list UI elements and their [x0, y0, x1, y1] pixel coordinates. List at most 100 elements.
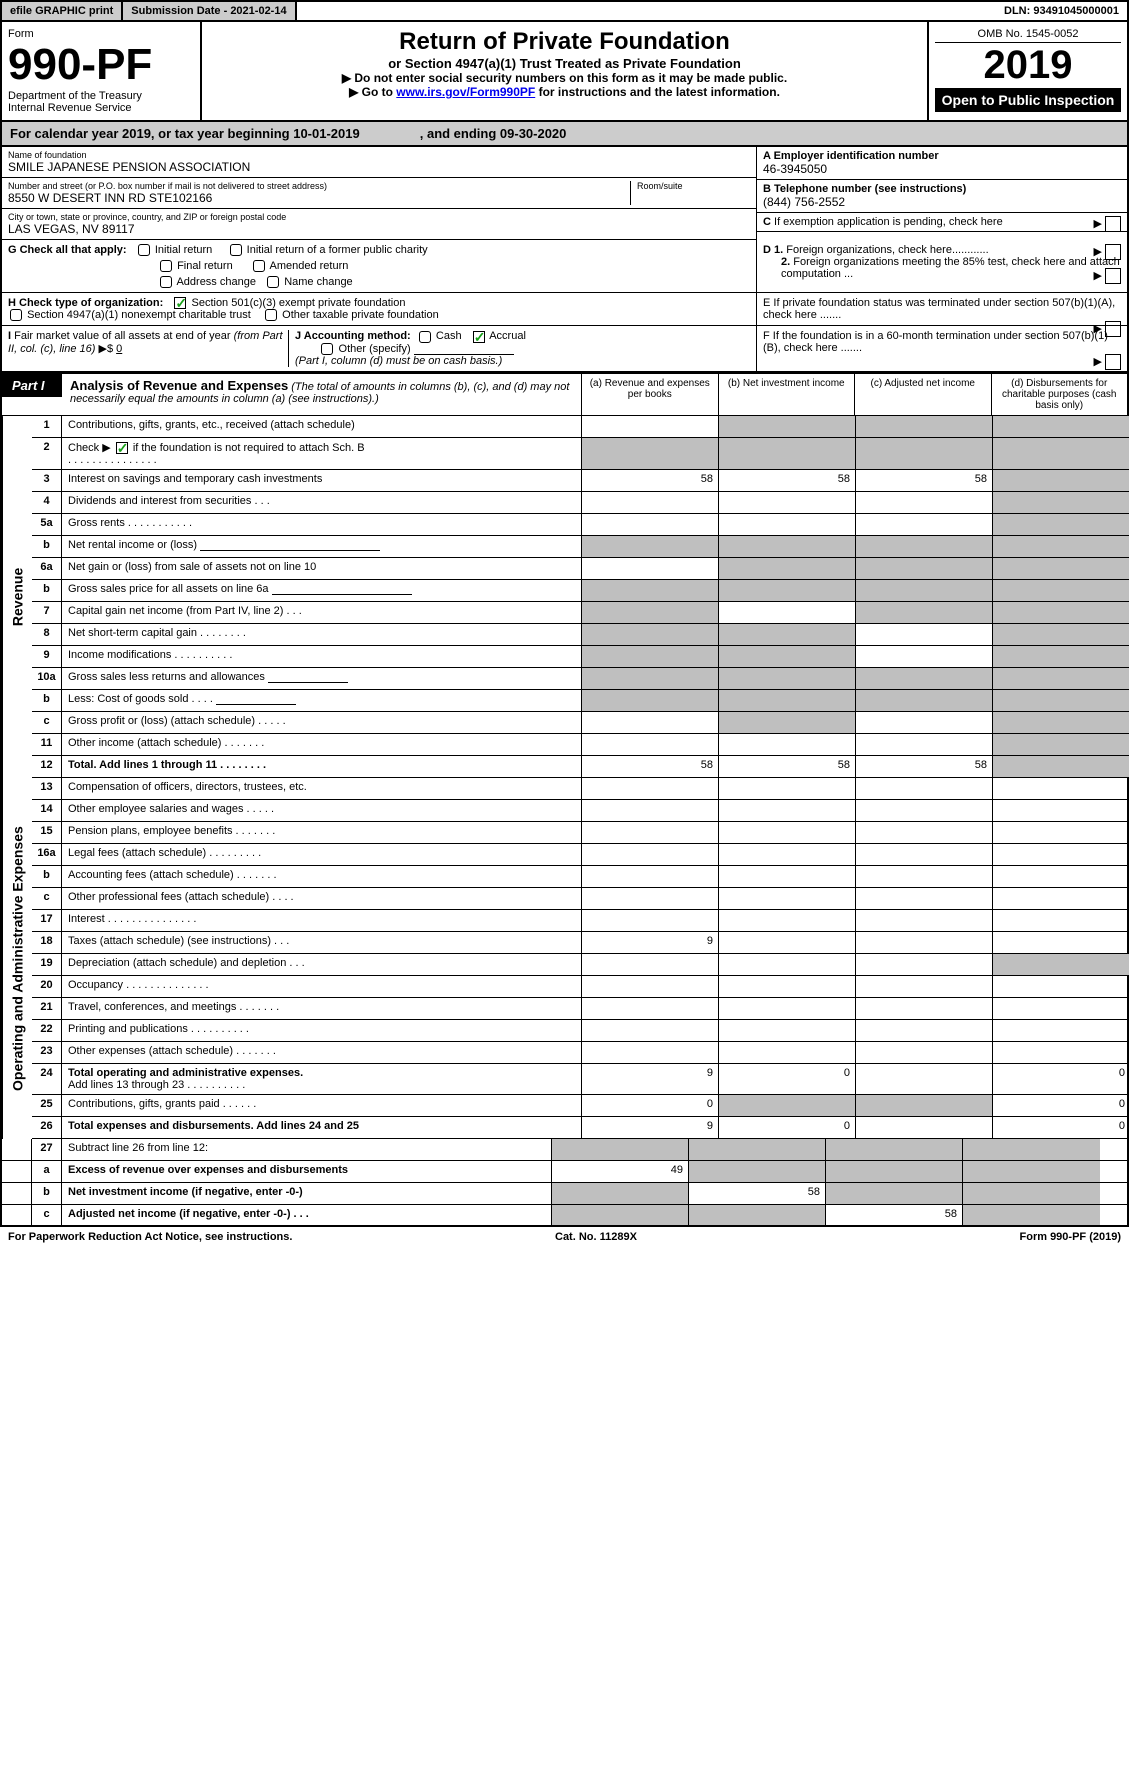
dept-treasury: Department of the Treasury — [8, 90, 194, 102]
row-10b: Less: Cost of goods sold . . . . — [62, 690, 582, 711]
ein: 46-3945050 — [763, 162, 1121, 176]
j-other[interactable] — [321, 343, 333, 355]
row-22: Printing and publications . . . . . . . … — [62, 1020, 582, 1041]
row-23: Other expenses (attach schedule) . . . .… — [62, 1042, 582, 1063]
oae-label: Operating and Administrative Expenses — [2, 778, 32, 1139]
row-12: Total. Add lines 1 through 11 . . . . . … — [62, 756, 582, 777]
form-instr2: ▶ Go to www.irs.gov/Form990PF for instru… — [208, 85, 921, 99]
j-accrual[interactable] — [473, 331, 485, 343]
ein-label: A Employer identification number — [763, 150, 1121, 162]
calendar-year-row: For calendar year 2019, or tax year begi… — [0, 122, 1129, 147]
row-27a: Excess of revenue over expenses and disb… — [62, 1161, 552, 1182]
col-d: (d) Disbursements for charitable purpose… — [992, 374, 1128, 415]
phone: (844) 756-2552 — [763, 195, 1121, 209]
row-21: Travel, conferences, and meetings . . . … — [62, 998, 582, 1019]
revenue-label: Revenue — [2, 416, 32, 778]
row-17: Interest . . . . . . . . . . . . . . . — [62, 910, 582, 931]
city-label: City or town, state or province, country… — [8, 212, 750, 222]
form-instr1: ▶ Do not enter social security numbers o… — [208, 71, 921, 85]
f-label: F If the foundation is in a 60-month ter… — [763, 330, 1121, 354]
row-25: Contributions, gifts, grants paid . . . … — [62, 1095, 582, 1116]
addr: 8550 W DESERT INN RD STE102166 — [8, 191, 630, 205]
row-27: Subtract line 26 from line 12: — [62, 1139, 552, 1160]
row-16c: Other professional fees (attach schedule… — [62, 888, 582, 909]
form-title: Return of Private Foundation — [208, 28, 921, 56]
dln: DLN: 93491045000001 — [996, 2, 1127, 20]
footer: For Paperwork Reduction Act Notice, see … — [0, 1227, 1129, 1247]
row-10a: Gross sales less returns and allowances — [62, 668, 582, 689]
g-address-change[interactable] — [160, 276, 172, 288]
irs-label: Internal Revenue Service — [8, 102, 194, 114]
form-subtitle: or Section 4947(a)(1) Trust Treated as P… — [208, 56, 921, 71]
row-3: Interest on savings and temporary cash i… — [62, 470, 582, 491]
row-2: Check ▶ if the foundation is not require… — [62, 438, 582, 469]
h-label: H Check type of organization: — [8, 297, 163, 309]
c-label: C If exemption application is pending, c… — [763, 216, 1003, 228]
d1-checkbox[interactable] — [1105, 244, 1121, 260]
row-16a: Legal fees (attach schedule) . . . . . .… — [62, 844, 582, 865]
row-7: Capital gain net income (from Part IV, l… — [62, 602, 582, 623]
row-10c: Gross profit or (loss) (attach schedule)… — [62, 712, 582, 733]
row-24: Total operating and administrative expen… — [62, 1064, 582, 1094]
j-label: J Accounting method: — [295, 330, 411, 342]
row-11: Other income (attach schedule) . . . . .… — [62, 734, 582, 755]
name-label: Name of foundation — [8, 150, 750, 160]
row-5b: Net rental income or (loss) — [62, 536, 582, 557]
g-initial-return[interactable] — [138, 244, 150, 256]
city: LAS VEGAS, NV 89117 — [8, 222, 750, 236]
row-19: Depreciation (attach schedule) and deple… — [62, 954, 582, 975]
row-16b: Accounting fees (attach schedule) . . . … — [62, 866, 582, 887]
c-checkbox[interactable] — [1105, 216, 1121, 232]
row-14: Other employee salaries and wages . . . … — [62, 800, 582, 821]
form-word: Form — [8, 28, 194, 40]
row-20: Occupancy . . . . . . . . . . . . . . — [62, 976, 582, 997]
instructions-link[interactable]: www.irs.gov/Form990PF — [396, 85, 535, 99]
tax-year: 2019 — [935, 43, 1121, 88]
g-name-change[interactable] — [267, 276, 279, 288]
col-c: (c) Adjusted net income — [855, 374, 992, 415]
row-5a: Gross rents . . . . . . . . . . . — [62, 514, 582, 535]
phone-label: B Telephone number (see instructions) — [763, 183, 1121, 195]
omb: OMB No. 1545-0052 — [935, 28, 1121, 43]
topbar: efile GRAPHIC print Submission Date - 20… — [0, 0, 1129, 22]
open-public: Open to Public Inspection — [935, 88, 1121, 112]
e-label: E If private foundation status was termi… — [763, 297, 1121, 321]
room-label: Room/suite — [637, 181, 750, 191]
row-15: Pension plans, employee benefits . . . .… — [62, 822, 582, 843]
f-checkbox[interactable] — [1105, 354, 1121, 370]
row-6b: Gross sales price for all assets on line… — [62, 580, 582, 601]
i-label: I — [8, 330, 11, 342]
submission-date: Submission Date - 2021-02-14 — [123, 2, 296, 20]
col-b: (b) Net investment income — [719, 374, 856, 415]
row-1: Contributions, gifts, grants, etc., rece… — [62, 416, 582, 437]
form-number: 990-PF — [8, 40, 194, 90]
row-18: Taxes (attach schedule) (see instruction… — [62, 932, 582, 953]
g-label: G Check all that apply: — [8, 244, 127, 256]
j-cash[interactable] — [419, 331, 431, 343]
row-26: Total expenses and disbursements. Add li… — [62, 1117, 582, 1138]
part1-header: Part I Analysis of Revenue and Expenses … — [0, 373, 1129, 416]
h-4947[interactable] — [10, 309, 22, 321]
g-final[interactable] — [160, 260, 172, 272]
i-value: 0 — [116, 343, 122, 355]
part1-tab: Part I — [2, 374, 62, 397]
d1-label: D 1. Foreign organizations, check here..… — [763, 244, 1121, 256]
col-a: (a) Revenue and expenses per books — [582, 374, 719, 415]
row-27c: Adjusted net income (if negative, enter … — [62, 1205, 552, 1225]
efile-print-button[interactable]: efile GRAPHIC print — [2, 2, 123, 20]
d2-checkbox[interactable] — [1105, 268, 1121, 284]
j-note: (Part I, column (d) must be on cash basi… — [295, 355, 502, 367]
schb-checkbox[interactable] — [116, 442, 128, 454]
g-initial-former[interactable] — [230, 244, 242, 256]
foundation-name: SMILE JAPANESE PENSION ASSOCIATION — [8, 160, 750, 174]
row-4: Dividends and interest from securities .… — [62, 492, 582, 513]
row-13: Compensation of officers, directors, tru… — [62, 778, 582, 799]
form-header: Form 990-PF Department of the Treasury I… — [0, 22, 1129, 122]
h-other-taxable[interactable] — [265, 309, 277, 321]
row-9: Income modifications . . . . . . . . . . — [62, 646, 582, 667]
d2-label: 2. Foreign organizations meeting the 85%… — [763, 256, 1121, 280]
g-amended[interactable] — [253, 260, 265, 272]
row-27b: Net investment income (if negative, ente… — [62, 1183, 552, 1204]
h-501c3[interactable] — [174, 297, 186, 309]
addr-label: Number and street (or P.O. box number if… — [8, 181, 630, 191]
